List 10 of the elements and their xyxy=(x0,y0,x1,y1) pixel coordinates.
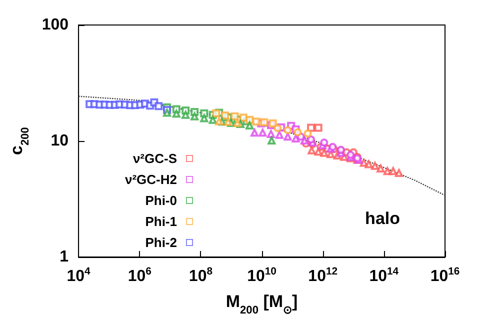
y-axis-title: c200 xyxy=(7,127,32,155)
legend-label: Phi-1 xyxy=(145,214,178,229)
y-tick-label: 1 xyxy=(60,248,69,266)
annotation: halo xyxy=(365,209,400,228)
legend-label: ν²GC-H2 xyxy=(124,172,178,187)
legend-label: Phi-0 xyxy=(145,193,178,208)
y-tick-label: 10 xyxy=(50,132,69,150)
legend-label: Phi-2 xyxy=(145,235,178,250)
legend-label: ν²GC-S xyxy=(132,151,178,166)
y-tick-label: 100 xyxy=(42,16,69,34)
